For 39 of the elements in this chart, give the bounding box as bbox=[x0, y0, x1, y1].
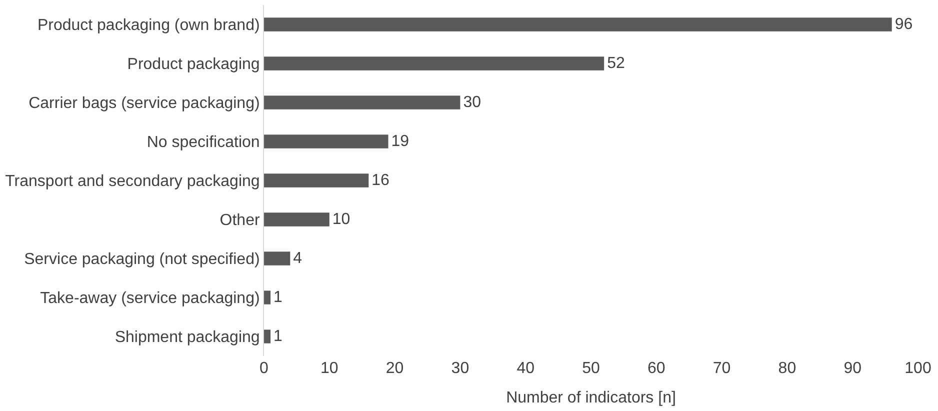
y-tick-label: Product packaging (own brand) bbox=[37, 17, 260, 34]
x-tick-label: 50 bbox=[582, 360, 600, 377]
bar bbox=[264, 330, 271, 344]
data-label: 1 bbox=[274, 289, 283, 306]
y-tick-label: Service packaging (not specified) bbox=[24, 251, 260, 268]
data-label: 1 bbox=[274, 328, 283, 346]
data-label: 52 bbox=[607, 55, 625, 72]
y-tick-label: Other bbox=[220, 212, 260, 230]
bar bbox=[264, 252, 290, 266]
data-label: 96 bbox=[894, 16, 913, 34]
x-tick-label: 100 bbox=[904, 360, 932, 377]
y-tick-label: Take-away (service packaging) bbox=[40, 290, 260, 308]
bar bbox=[264, 290, 271, 304]
x-axis-title: Number of indicators [n] bbox=[506, 390, 676, 407]
data-label: 4 bbox=[293, 250, 302, 268]
bar bbox=[264, 18, 892, 32]
data-label: 19 bbox=[391, 133, 410, 150]
y-tick-label: Product packaging bbox=[127, 56, 260, 74]
x-tick-label: 30 bbox=[451, 360, 470, 377]
x-tick-label: 20 bbox=[386, 360, 404, 377]
bar bbox=[264, 56, 604, 70]
x-tick-label: 70 bbox=[712, 360, 731, 377]
bar bbox=[264, 96, 460, 110]
y-tick-label: Transport and secondary packaging bbox=[5, 173, 260, 190]
y-tick-label: Shipment packaging bbox=[114, 329, 260, 346]
data-label: 30 bbox=[463, 94, 482, 111]
x-tick-label: 10 bbox=[320, 360, 338, 377]
bar bbox=[264, 174, 369, 188]
y-tick-label: Carrier bags (service packaging) bbox=[28, 95, 260, 112]
data-label: 10 bbox=[332, 211, 350, 228]
bar bbox=[264, 134, 388, 148]
data-label: 16 bbox=[372, 172, 390, 190]
y-tick-label: No specification bbox=[146, 134, 260, 152]
x-tick-label: 90 bbox=[844, 360, 862, 377]
x-tick-label: 40 bbox=[516, 360, 535, 377]
x-tick-label: 0 bbox=[260, 360, 269, 377]
bar bbox=[264, 212, 330, 226]
x-tick-label: 60 bbox=[648, 360, 666, 377]
x-tick-label: 80 bbox=[778, 360, 796, 377]
